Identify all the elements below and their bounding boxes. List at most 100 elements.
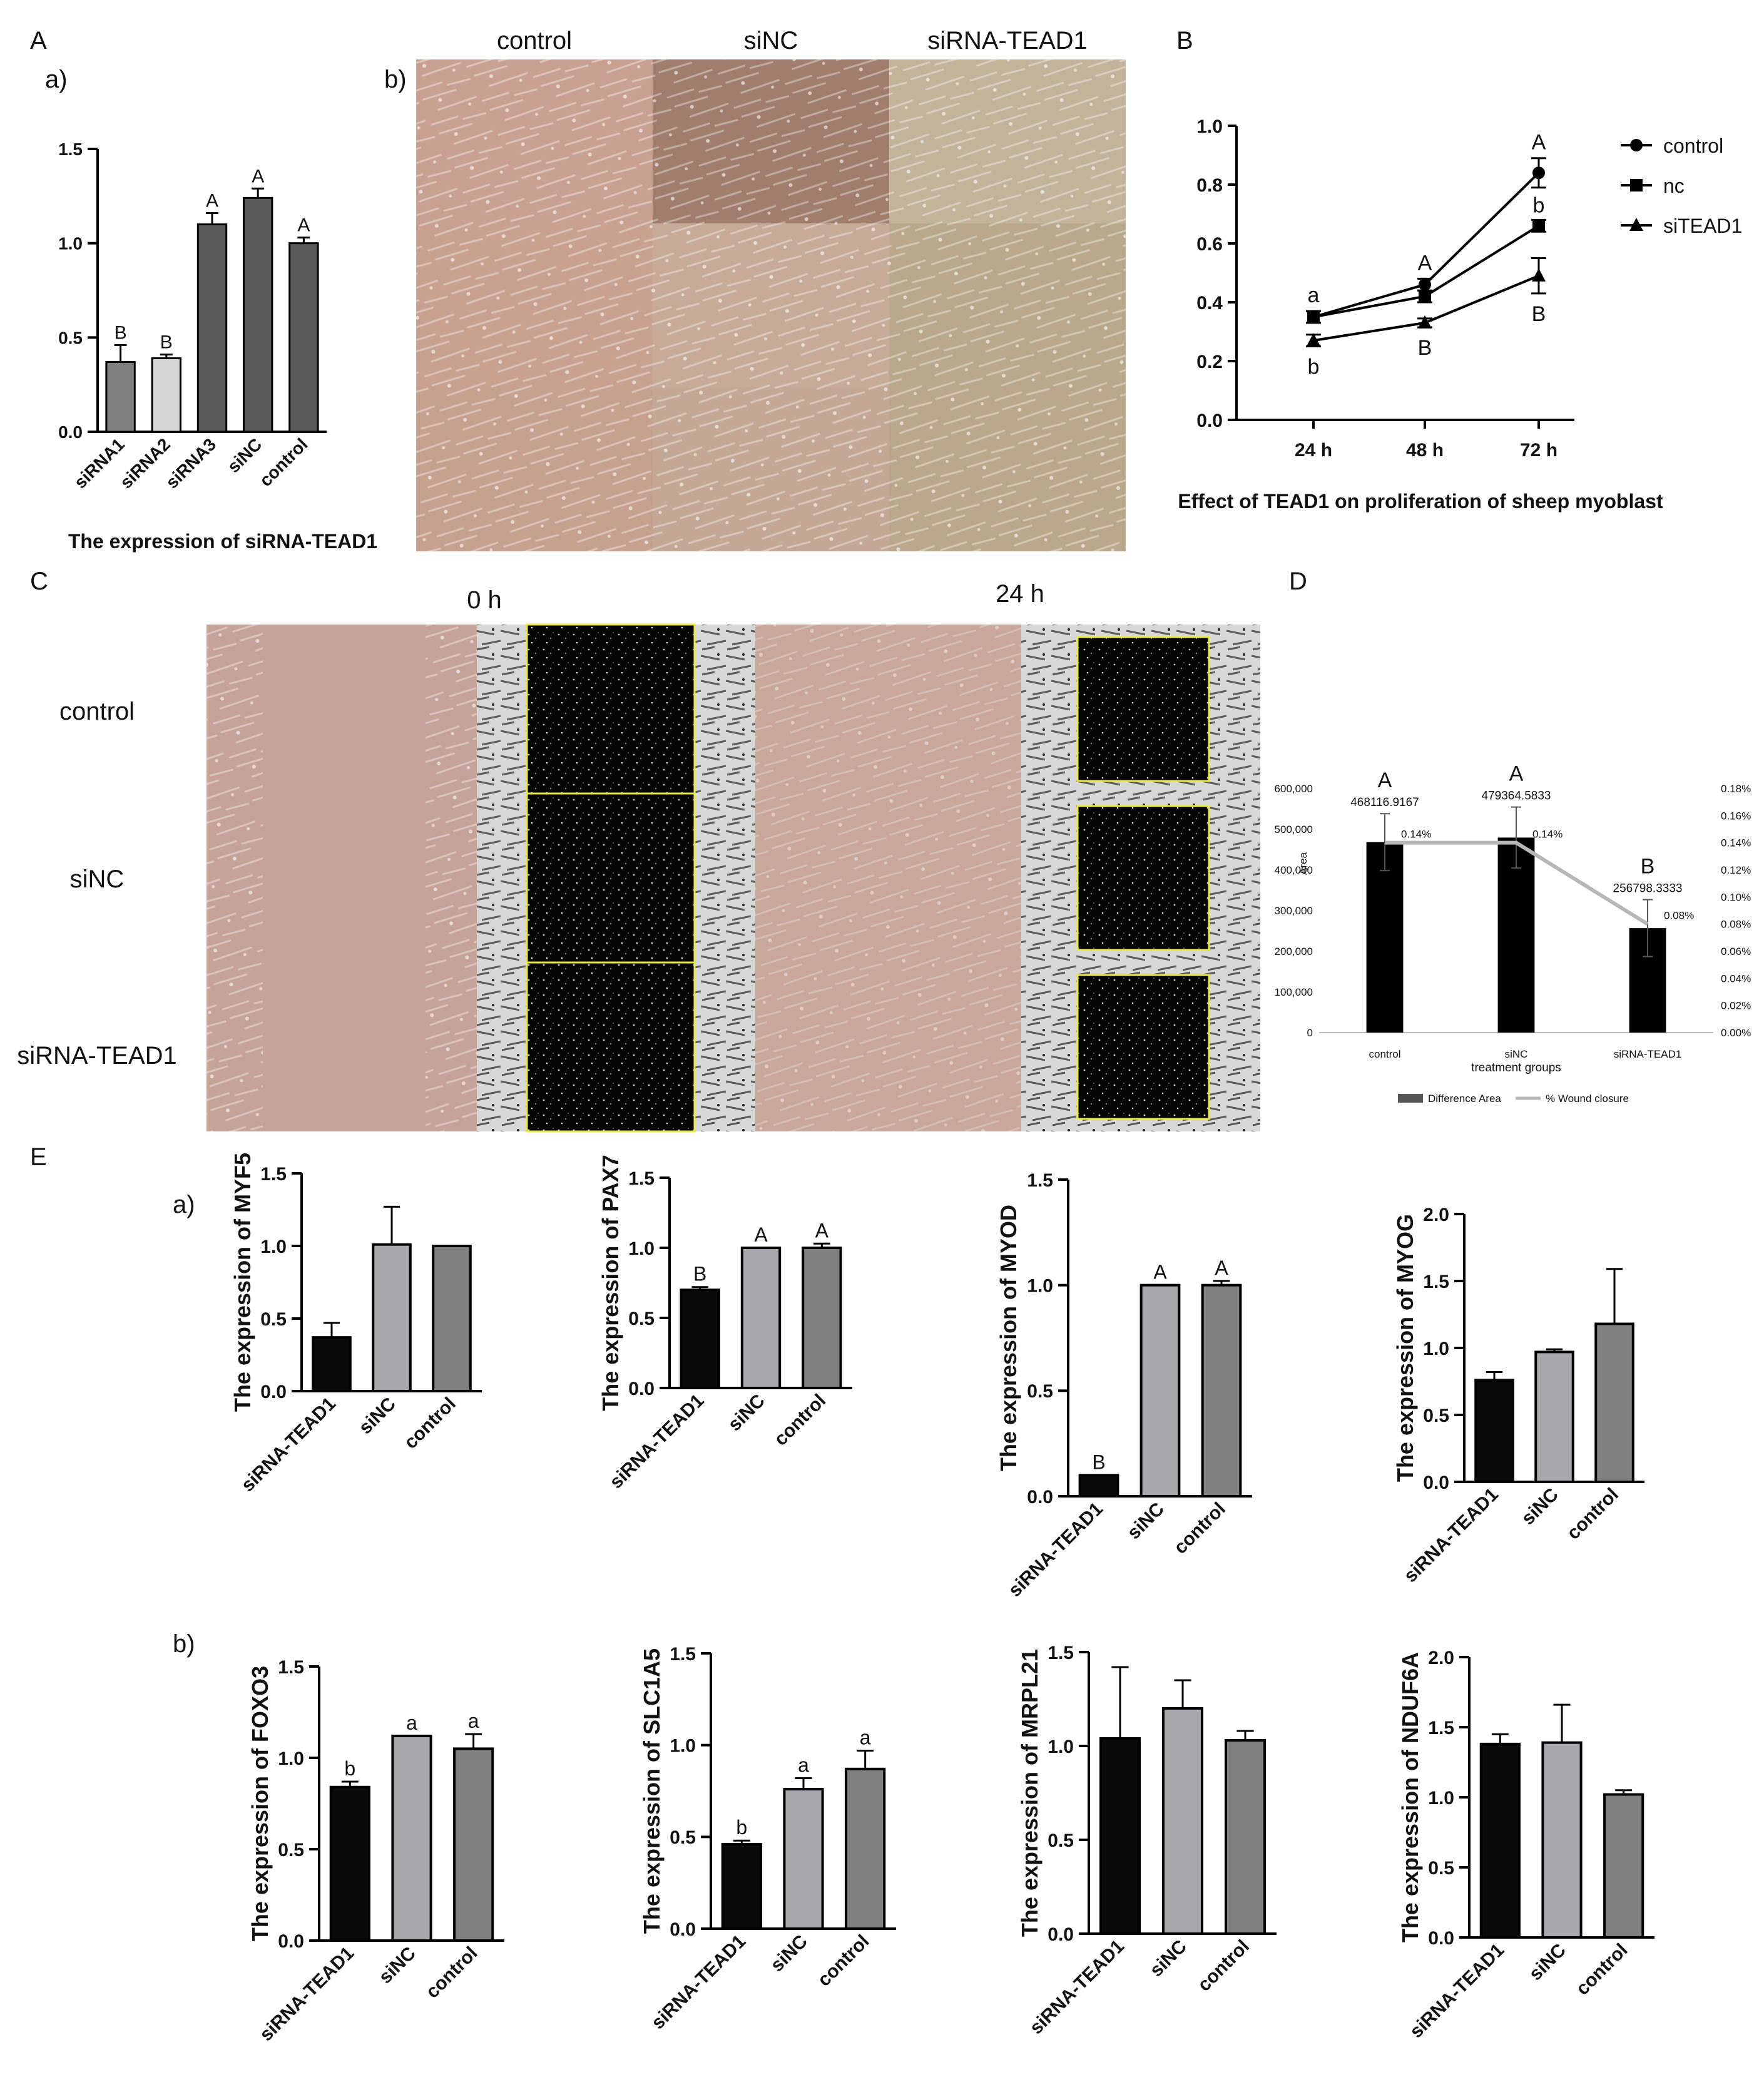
scratch-wound-area-0h (526, 623, 696, 795)
micrograph-cell-texture (416, 223, 653, 387)
bar (312, 1336, 352, 1392)
y2-tick-label: 0.08% (1721, 919, 1751, 931)
bar (372, 1243, 412, 1393)
bar (105, 361, 136, 433)
y-tick-label: 1.0 (628, 1238, 655, 1259)
y-tick-label: 2.0 (1428, 1648, 1454, 1668)
y-tick-label: 1.5 (1423, 1272, 1449, 1292)
y-tick-label: 0.0 (260, 1382, 287, 1402)
category-label: siRNA-TEAD1 (1614, 1048, 1682, 1060)
y-tick-label: 300,000 (1275, 905, 1313, 917)
y-tick-label: 1.5 (628, 1168, 655, 1189)
data-point-nc (1532, 219, 1545, 232)
category-label: siNC (767, 1931, 812, 1976)
significance-letter: B (693, 1263, 706, 1285)
significance-letter: A (1215, 1257, 1228, 1279)
bar (1099, 1737, 1141, 1935)
y-tick-label: 1.0 (58, 234, 83, 253)
data-point-siTEAD1 (1418, 315, 1432, 329)
bar (329, 1785, 370, 1942)
y-tick-label: 0.5 (1027, 1381, 1053, 1402)
legend-label: Difference Area (1428, 1093, 1501, 1105)
bar (432, 1245, 472, 1392)
micrograph-cell-texture (653, 387, 889, 551)
y2-tick-label: 0.18% (1721, 783, 1751, 795)
y2-tick-label: 0.14% (1721, 837, 1751, 849)
significance-letter: A (297, 215, 310, 236)
bar (1162, 1707, 1203, 1935)
category-label: control (1369, 1048, 1400, 1060)
scratch-cell-texture (755, 625, 1021, 794)
micrograph-cell-texture (416, 387, 653, 551)
bar (151, 357, 181, 433)
scratch-time-24h: 24 h (996, 580, 1044, 608)
significance-letter: A (815, 1219, 829, 1242)
bar (1603, 1793, 1644, 1939)
category-label: siNC (1123, 1499, 1168, 1544)
significance-letter: A (1418, 251, 1432, 275)
category-label: siRNA-TEAD1 (648, 1931, 750, 2034)
bar (1474, 1379, 1514, 1484)
significance-letter: B (115, 322, 127, 343)
y-axis-title: The expression of MYOG (1392, 1214, 1418, 1482)
y-tick-label: 1.5 (260, 1164, 287, 1185)
bar (391, 1734, 432, 1942)
data-point-nc (1307, 310, 1320, 324)
panel-label-A-a: a) (45, 66, 68, 93)
panel-label-B: B (1176, 27, 1193, 54)
x-tick-label: 24 h (1295, 440, 1332, 461)
y-tick-label: 0.5 (58, 328, 83, 347)
legend-marker (1630, 139, 1643, 151)
data-label: 256798.3333 (1613, 882, 1683, 896)
legend-swatch-bar (1398, 1094, 1423, 1103)
data-point-siTEAD1 (1532, 268, 1546, 282)
category-label: siRNA-TEAD1 (1026, 1936, 1128, 2039)
scratch-assay: 0 h 24 h control siNC siRNA-TEAD1 (17, 580, 1260, 1133)
significance-letter: A (1509, 762, 1524, 786)
y-tick-label: 600,000 (1275, 783, 1313, 795)
significance-letter: B (1641, 855, 1655, 879)
category-label: control (1194, 1936, 1253, 1996)
y-tick-label: 0.0 (58, 422, 83, 442)
x-tick-label: 72 h (1520, 440, 1558, 461)
scratch-wound-area-24h (1076, 805, 1210, 951)
bar (1534, 1350, 1574, 1483)
category-label: siNC (1146, 1936, 1191, 1981)
panel-label-D: D (1289, 568, 1307, 595)
panel-label-E-b: b) (173, 1630, 195, 1658)
chart-title: The expression of siRNA-TEAD1 (68, 530, 377, 553)
bar (680, 1289, 720, 1389)
scratch-cell-edge (426, 625, 477, 794)
y-tick-label: 1.0 (1027, 1275, 1053, 1296)
line-data-label: 0.14% (1532, 829, 1563, 840)
micrograph-cell-texture (653, 59, 889, 223)
chart-foxo3: 0.0 0.5 1.0 1.5 b siRNA-TEAD1 a siNC a control The… (247, 1657, 504, 2045)
scratch-cell-edge (206, 794, 263, 962)
micrograph-cell-texture (889, 59, 1126, 223)
category-label: siRNA-TEAD1 (1406, 1940, 1509, 2043)
y-tick-label: 1.0 (670, 1735, 696, 1756)
category-label: control (422, 1943, 481, 2003)
y-tick-label: 1.5 (670, 1644, 696, 1665)
y-tick-label: 1.5 (1048, 1643, 1074, 1663)
y-tick-label: 0.5 (278, 1840, 304, 1860)
y-tick-label: 0 (1307, 1027, 1313, 1039)
category-label: siNC (1525, 1940, 1570, 1985)
bar (802, 1247, 842, 1389)
panel-label-A: A (30, 27, 47, 54)
scratch-cell-edge (206, 625, 263, 794)
significance-letter: A (1153, 1261, 1167, 1283)
y2-tick-label: 0.16% (1721, 810, 1751, 822)
category-label: siNC (1505, 1048, 1528, 1060)
y-tick-label: 0.5 (1048, 1830, 1074, 1851)
micro-header-control: control (497, 27, 572, 54)
y-tick-label: 0.0 (628, 1379, 655, 1399)
chart-pax7: 0.00.51.01.5BsiRNA-TEAD1AsiNCAcontrolThe… (598, 1155, 852, 1493)
bar (1541, 1741, 1583, 1939)
x-tick-label: 48 h (1406, 440, 1444, 461)
scratch-row-control: control (59, 698, 135, 725)
